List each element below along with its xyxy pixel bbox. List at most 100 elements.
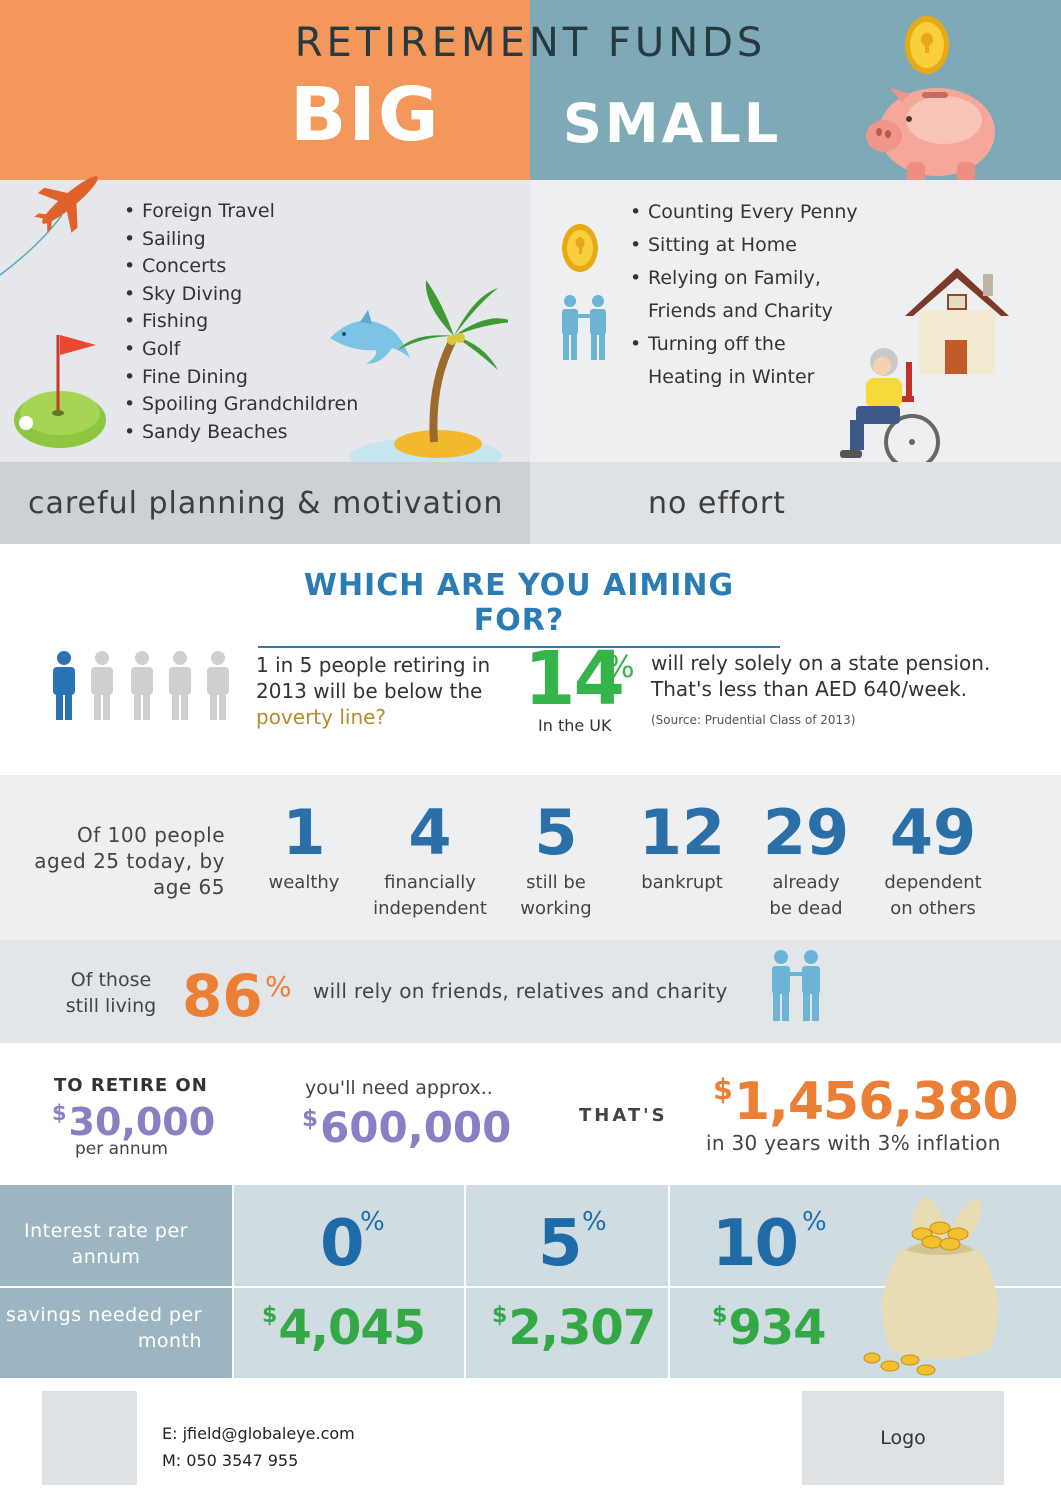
- stat-label: still be working: [520, 872, 592, 919]
- contact-phone[interactable]: M: 050 3547 955: [162, 1451, 299, 1470]
- list-item: Fine Dining: [122, 364, 358, 392]
- list-item: Foreign Travel: [122, 198, 358, 226]
- stat-wealthy: 1 wealthy: [258, 796, 350, 896]
- monthly-savings-value: $934: [712, 1300, 827, 1356]
- stat-number: 12: [638, 796, 726, 869]
- list-item: Concerts: [122, 253, 358, 281]
- list-item: Counting Every Penny: [628, 196, 858, 229]
- list-item: Fishing: [122, 308, 358, 336]
- big-effort-band: [0, 462, 530, 544]
- stat-label: bankrupt: [641, 872, 723, 893]
- table-divider: [668, 1185, 670, 1378]
- stat-still-working: 5 still be working: [508, 796, 604, 922]
- big-effort-text: careful planning & motivation: [28, 486, 504, 521]
- interest-rate-value: 0: [320, 1207, 365, 1281]
- dolphin-icon: [330, 310, 410, 364]
- retire-on-label: TO RETIRE ON: [54, 1075, 208, 1096]
- list-item: Relying on Family,: [628, 262, 858, 295]
- currency-symbol: $: [262, 1303, 277, 1328]
- coin-icon: [562, 224, 598, 272]
- list-item: Sailing: [122, 226, 358, 254]
- poverty-highlight: poverty line?: [256, 705, 387, 729]
- poverty-statement: 1 in 5 people retiring in 2013 will be b…: [256, 652, 516, 730]
- percent-sign: %: [265, 970, 292, 1003]
- small-effort-text: no effort: [648, 486, 786, 521]
- contact-email[interactable]: E: jfield@globaleye.com: [162, 1424, 355, 1443]
- savings-needed-label: savings needed per month: [6, 1304, 202, 1352]
- stat-number: 29: [762, 796, 850, 869]
- small-heading: SMALL: [563, 92, 782, 155]
- need-approx-label: you'll need approx..: [305, 1077, 493, 1099]
- stat-label: dependent on others: [884, 872, 982, 919]
- monthly-savings-amount: 4,045: [278, 1300, 426, 1356]
- piggy-bank-icon: [866, 88, 995, 184]
- list-item: Spoiling Grandchildren: [122, 391, 358, 419]
- table-divider: [232, 1185, 234, 1378]
- savings-table-header-column: [0, 1185, 232, 1378]
- small-lifestyle-list: Counting Every Penny Sitting at Home Rel…: [628, 196, 858, 394]
- monthly-savings-amount: 2,307: [508, 1300, 656, 1356]
- currency-symbol: $: [52, 1101, 67, 1126]
- big-heading: BIG: [290, 72, 441, 158]
- interest-rate-value: 5: [538, 1207, 583, 1281]
- logo-text: Logo: [880, 1427, 926, 1449]
- stat-label: already be dead: [769, 872, 843, 919]
- stat-number: 5: [534, 796, 578, 869]
- annual-income-amount: 30,000: [68, 1100, 216, 1144]
- stat-number: 49: [889, 796, 977, 869]
- pension-statement: will rely solely on a state pension. Tha…: [651, 651, 991, 701]
- money-sack-icon: [863, 1196, 998, 1376]
- needed-fund-value: $600,000: [302, 1103, 511, 1152]
- stat-dependent: 49 dependent on others: [870, 796, 996, 922]
- needed-fund-amount: 600,000: [320, 1103, 512, 1152]
- table-divider: [0, 1286, 1061, 1288]
- big-lifestyle-list: Foreign Travel Sailing Concerts Sky Divi…: [122, 198, 358, 446]
- gold-coin-icon: [905, 16, 949, 74]
- couple-icon: [772, 950, 820, 1021]
- list-item: Sandy Beaches: [122, 419, 358, 447]
- stat-financially-independent: 4 financially independent: [362, 796, 498, 922]
- monthly-savings-value: $2,307: [492, 1300, 656, 1356]
- stats-intro: Of 100 people aged 25 today, by age 65: [34, 823, 225, 899]
- stat-label: financially independent: [373, 872, 487, 919]
- stats-panel: [0, 775, 1061, 940]
- list-item: Friends and Charity: [648, 300, 833, 322]
- still-living-panel: [0, 940, 1061, 1043]
- poverty-text: 1 in 5 people retiring in 2013 will be b…: [256, 653, 491, 703]
- thats-label: THAT'S: [579, 1105, 668, 1126]
- house-icon: [905, 268, 1009, 374]
- currency-symbol: $: [302, 1105, 319, 1132]
- currency-symbol: $: [712, 1303, 727, 1328]
- inflation-note: in 30 years with 3% inflation: [706, 1131, 1001, 1155]
- region-label: In the UK: [538, 716, 612, 735]
- list-item: Turning off the: [628, 328, 858, 361]
- list-item: Sitting at Home: [628, 229, 858, 262]
- people-icon-row: [53, 651, 229, 720]
- stat-number: 4: [408, 796, 452, 869]
- percent-sign: %: [360, 1207, 385, 1237]
- list-item: Sky Diving: [122, 281, 358, 309]
- monthly-savings-amount: 934: [728, 1300, 826, 1356]
- still-living-label: Of those still living: [65, 969, 157, 1017]
- header-big-panel: [0, 0, 530, 180]
- airplane-icon: [0, 176, 98, 276]
- list-item: Heating in Winter: [648, 366, 815, 388]
- annual-income-value: $30,000: [52, 1100, 215, 1144]
- stat-number: 1: [282, 796, 326, 869]
- golf-flag-icon: [14, 335, 106, 448]
- interest-rate-label: Interest rate per annum: [24, 1220, 188, 1268]
- state-pension-percent: 14: [524, 636, 625, 722]
- percent-sign: %: [606, 650, 635, 685]
- percent-sign: %: [802, 1207, 827, 1237]
- small-effort-band: [530, 462, 1061, 544]
- wheelchair-senior-icon: [840, 348, 940, 470]
- table-divider: [464, 1185, 466, 1378]
- stat-already-dead: 29 already be dead: [756, 796, 856, 922]
- interest-rate-value: 10: [712, 1207, 799, 1281]
- percent-sign: %: [582, 1207, 607, 1237]
- reliance-statement: will rely on friends, relatives and char…: [313, 979, 728, 1003]
- future-fund-value: $1,456,380: [713, 1072, 1019, 1133]
- couple-icon: [562, 295, 606, 360]
- monthly-savings-value: $4,045: [262, 1300, 426, 1356]
- future-fund-amount: 1,456,380: [733, 1072, 1019, 1133]
